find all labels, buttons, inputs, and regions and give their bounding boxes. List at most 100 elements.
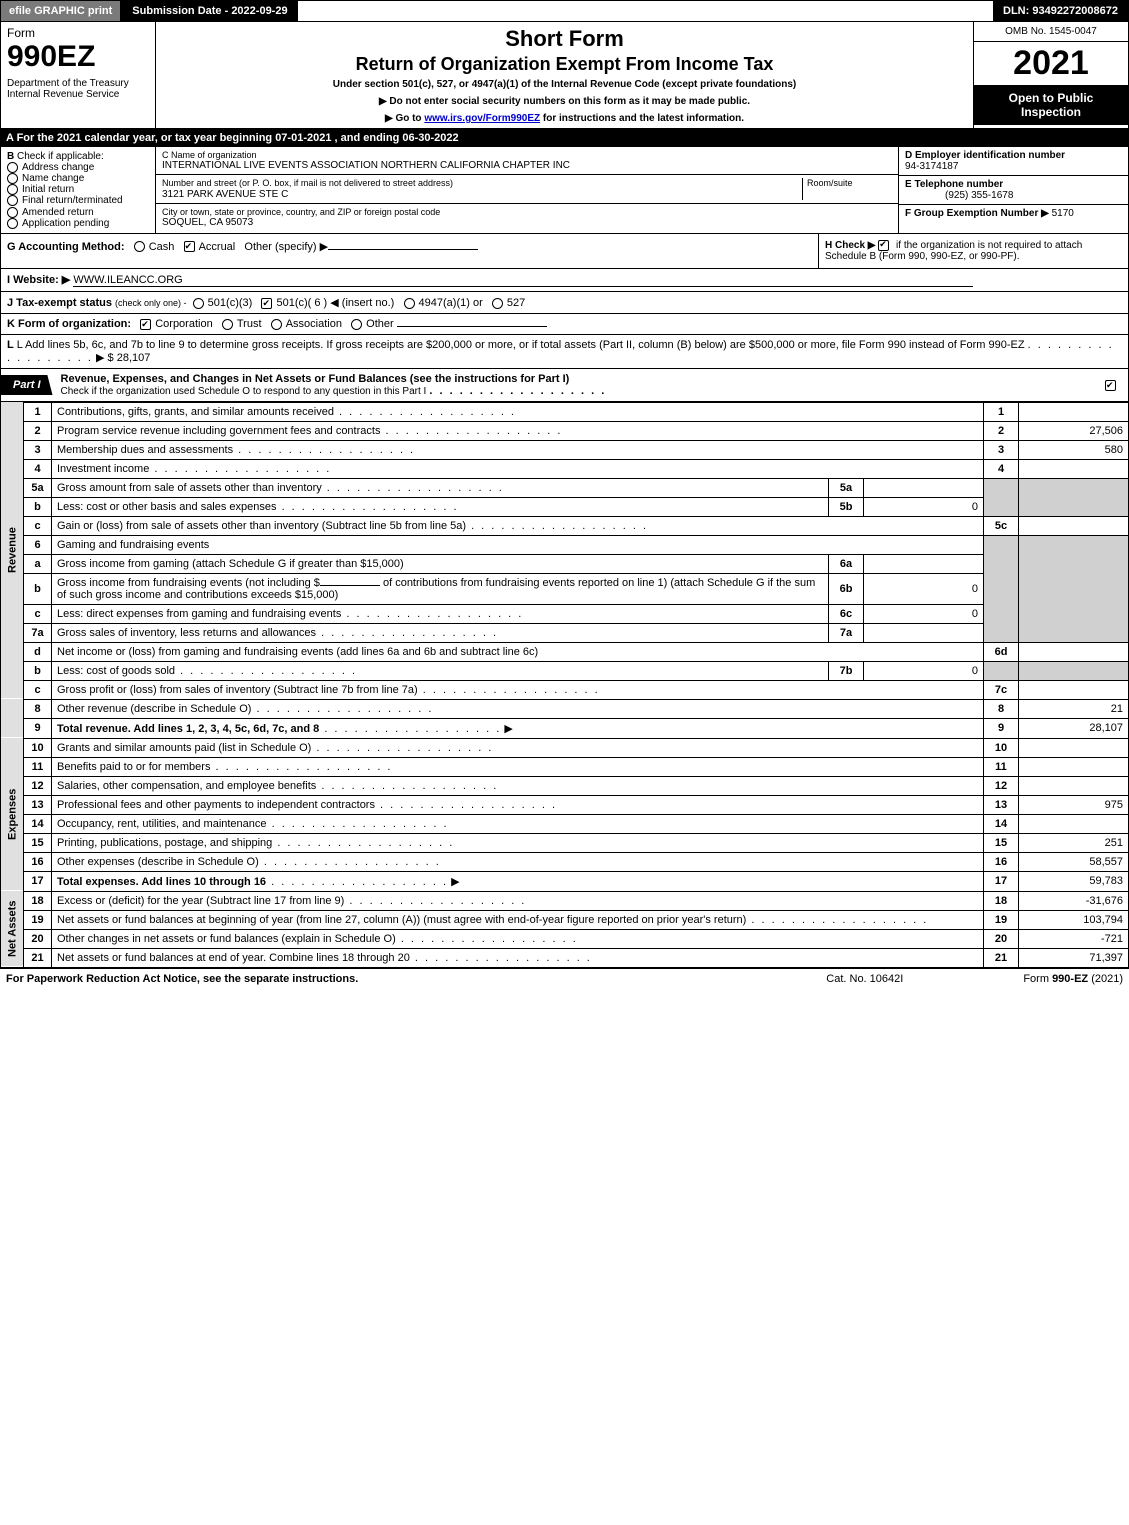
sub-val: 0: [864, 604, 984, 623]
table-row: b Less: cost of goods sold 7b 0: [1, 661, 1129, 680]
form-word: Form: [7, 26, 149, 40]
efile-print-button[interactable]: efile GRAPHIC print: [1, 1, 122, 21]
line-val: 103,794: [1019, 910, 1129, 929]
checkbox-527[interactable]: [492, 298, 503, 309]
form-header: Form 990EZ Department of the Treasury In…: [0, 22, 1129, 129]
checkbox-amended[interactable]: [7, 207, 18, 218]
footer-left: For Paperwork Reduction Act Notice, see …: [6, 973, 826, 985]
section-b: B Check if applicable: Address change Na…: [1, 147, 156, 233]
line-desc: Other changes in net assets or fund bala…: [52, 929, 984, 948]
grey-cell: [1019, 478, 1129, 516]
line-num: 17: [24, 871, 52, 891]
checkbox-other[interactable]: [351, 319, 362, 330]
irs-link[interactable]: www.irs.gov/Form990EZ: [424, 113, 540, 124]
table-row: 11 Benefits paid to or for members 11: [1, 757, 1129, 776]
line-num: b: [24, 497, 52, 516]
line-desc: Gain or (loss) from sale of assets other…: [52, 516, 984, 535]
sub-label: 5b: [829, 497, 864, 516]
j-opt2: 501(c)( 6 ) ◀ (insert no.): [276, 297, 394, 309]
part1-check-text: Check if the organization used Schedule …: [61, 386, 427, 397]
line-num: 12: [24, 776, 52, 795]
checkbox-4947[interactable]: [404, 298, 415, 309]
section-a-bar: A For the 2021 calendar year, or tax yea…: [0, 129, 1129, 147]
line-num: 14: [24, 814, 52, 833]
section-h: H Check ▶ if the organization is not req…: [818, 234, 1128, 268]
checkbox-schedule-o[interactable]: [1105, 380, 1116, 391]
section-k: K Form of organization: Corporation Trus…: [0, 314, 1129, 335]
line-num: 10: [24, 738, 52, 757]
street-label: Number and street (or P. O. box, if mail…: [162, 178, 453, 188]
checkbox-501c3[interactable]: [193, 298, 204, 309]
checkbox-association[interactable]: [271, 319, 282, 330]
line-num: d: [24, 642, 52, 661]
footer-mid: Cat. No. 10642I: [826, 973, 903, 985]
checkbox-application-pending[interactable]: [7, 218, 18, 229]
line-val: -31,676: [1019, 891, 1129, 910]
side-label-revenue: Revenue: [1, 402, 24, 699]
checkbox-accrual[interactable]: [184, 241, 195, 252]
checkbox-h[interactable]: [878, 240, 889, 251]
opt-initial: Initial return: [22, 184, 74, 195]
line-desc: Less: direct expenses from gaming and fu…: [52, 604, 829, 623]
line-desc: Less: cost or other basis and sales expe…: [52, 497, 829, 516]
section-l: L L Add lines 5b, 6c, and 7b to line 9 t…: [0, 335, 1129, 369]
city-value: SOQUEL, CA 95073: [162, 217, 892, 228]
table-row: 16 Other expenses (describe in Schedule …: [1, 852, 1129, 871]
line-val: [1019, 738, 1129, 757]
table-row: 13 Professional fees and other payments …: [1, 795, 1129, 814]
checkbox-initial-return[interactable]: [7, 184, 18, 195]
line-num: 3: [24, 440, 52, 459]
checkbox-corporation[interactable]: [140, 319, 151, 330]
table-row: b Gross income from fundraising events (…: [1, 573, 1129, 604]
header-right: OMB No. 1545-0047 2021 Open to Public In…: [973, 22, 1128, 128]
line-num: 8: [24, 699, 52, 718]
checkbox-final-return[interactable]: [7, 195, 18, 206]
ein-value: 94-3174187: [905, 161, 958, 172]
sub-val: [864, 623, 984, 642]
j-label: J Tax-exempt status: [7, 297, 112, 309]
checkbox-address-change[interactable]: [7, 162, 18, 173]
row-bcdef: B Check if applicable: Address change Na…: [0, 147, 1129, 234]
sub-val: 0: [864, 661, 984, 680]
checkbox-trust[interactable]: [222, 319, 233, 330]
part1-title-text: Revenue, Expenses, and Changes in Net As…: [61, 373, 570, 385]
table-row: c Gross profit or (loss) from sales of i…: [1, 680, 1129, 699]
sub-val: [864, 554, 984, 573]
line-desc: Gross sales of inventory, less returns a…: [52, 623, 829, 642]
j-opt4: 527: [507, 297, 525, 309]
line-val: 28,107: [1019, 718, 1129, 738]
dln-number: DLN: 93492272008672: [993, 1, 1128, 21]
line-col: 13: [984, 795, 1019, 814]
checkbox-name-change[interactable]: [7, 173, 18, 184]
g-other-input[interactable]: [328, 249, 478, 250]
section-c: C Name of organization INTERNATIONAL LIV…: [156, 147, 898, 233]
e-label: E Telephone number: [905, 179, 1003, 190]
line-val: [1019, 814, 1129, 833]
omb-number: OMB No. 1545-0047: [974, 22, 1128, 42]
line-col: 6d: [984, 642, 1019, 661]
part1-checkbox-wrap: [1097, 375, 1128, 395]
goto-pre: ▶ Go to: [385, 113, 424, 124]
checkbox-501c[interactable]: [261, 298, 272, 309]
k-other-input[interactable]: [397, 326, 547, 327]
line-num: 5a: [24, 478, 52, 497]
line-col: 2: [984, 421, 1019, 440]
line-col: 9: [984, 718, 1019, 738]
line-col: 15: [984, 833, 1019, 852]
table-row: Revenue 1 Contributions, gifts, grants, …: [1, 402, 1129, 421]
line-desc: Printing, publications, postage, and shi…: [52, 833, 984, 852]
sub-label: 7b: [829, 661, 864, 680]
website-value: WWW.ILEANCC.ORG: [73, 274, 182, 286]
f-label: F Group Exemption Number ▶: [905, 208, 1049, 219]
i-label: I Website: ▶: [7, 274, 70, 286]
line-col: 5c: [984, 516, 1019, 535]
sub-val: [864, 478, 984, 497]
k-other: Other: [366, 318, 394, 330]
line-num: a: [24, 554, 52, 573]
line-col: 19: [984, 910, 1019, 929]
table-row: c Gain or (loss) from sale of assets oth…: [1, 516, 1129, 535]
checkbox-cash[interactable]: [134, 241, 145, 252]
line-col: 18: [984, 891, 1019, 910]
header-mid: Short Form Return of Organization Exempt…: [156, 22, 973, 128]
warning-line: ▶ Do not enter social security numbers o…: [162, 96, 967, 107]
